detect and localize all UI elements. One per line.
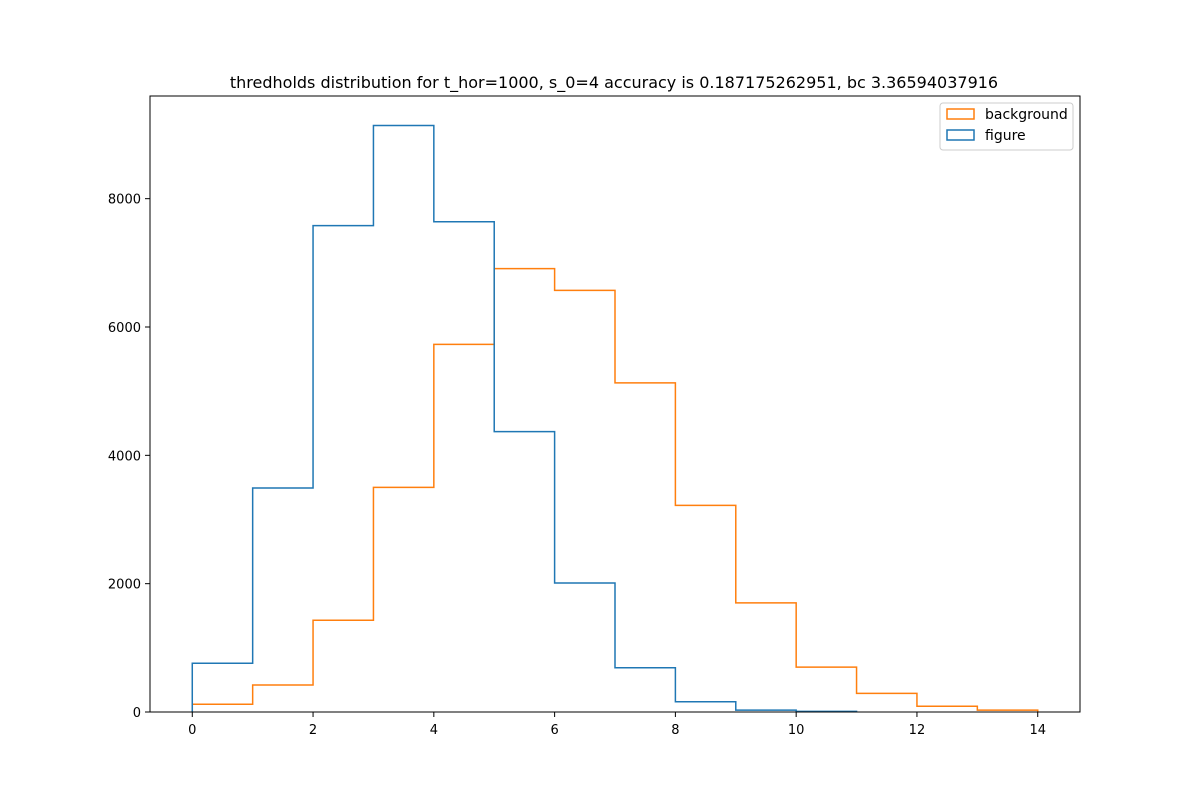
bin-figure-0 xyxy=(192,663,252,712)
bin-figure-2 xyxy=(313,226,373,712)
bin-figure-4 xyxy=(434,222,494,712)
x-tick-label-0: 0 xyxy=(188,723,196,738)
bin-background-8 xyxy=(675,505,735,712)
axes-frame xyxy=(149,95,1081,713)
y-tick-label-6000: 6000 xyxy=(108,321,141,336)
x-tick-label-12: 12 xyxy=(909,723,926,738)
y-tick-label-0: 0 xyxy=(133,706,141,721)
y-tick-label-4000: 4000 xyxy=(108,449,141,464)
x-tick-label-4: 4 xyxy=(430,723,438,738)
y-tick-label-8000: 8000 xyxy=(108,193,141,208)
bin-figure-3 xyxy=(373,126,433,712)
chart-title: thredholds distribution for t_hor=1000, … xyxy=(230,73,998,93)
series-figure-step xyxy=(191,124,858,713)
legend: background figure xyxy=(939,102,1074,151)
bin-background-7 xyxy=(615,383,675,712)
bin-background-10 xyxy=(796,667,856,712)
bin-background-11 xyxy=(857,693,917,712)
x-tick-label-6: 6 xyxy=(550,723,558,738)
bin-background-12 xyxy=(917,706,977,712)
series-background-step xyxy=(191,267,1039,712)
x-tick-label-14: 14 xyxy=(1029,723,1046,738)
axes: 0 2 4 6 8 10 12 14 0 2000 4000 6000 8000 xyxy=(108,95,1081,738)
legend-swatch-background xyxy=(946,108,975,120)
legend-label-background: background xyxy=(985,107,1068,123)
y-tick-label-2000: 2000 xyxy=(108,578,141,593)
bin-figure-8 xyxy=(675,702,735,712)
plot-area xyxy=(191,124,1039,713)
legend-swatch-figure xyxy=(946,129,975,141)
bin-figure-7 xyxy=(615,668,675,712)
bin-figure-6 xyxy=(555,583,615,712)
bin-figure-1 xyxy=(253,488,313,712)
x-tick-label-8: 8 xyxy=(671,723,679,738)
bin-figure-5 xyxy=(494,432,554,712)
bin-background-9 xyxy=(736,603,796,712)
legend-label-figure: figure xyxy=(985,128,1026,144)
x-tick-label-2: 2 xyxy=(309,723,317,738)
x-tick-label-10: 10 xyxy=(788,723,805,738)
